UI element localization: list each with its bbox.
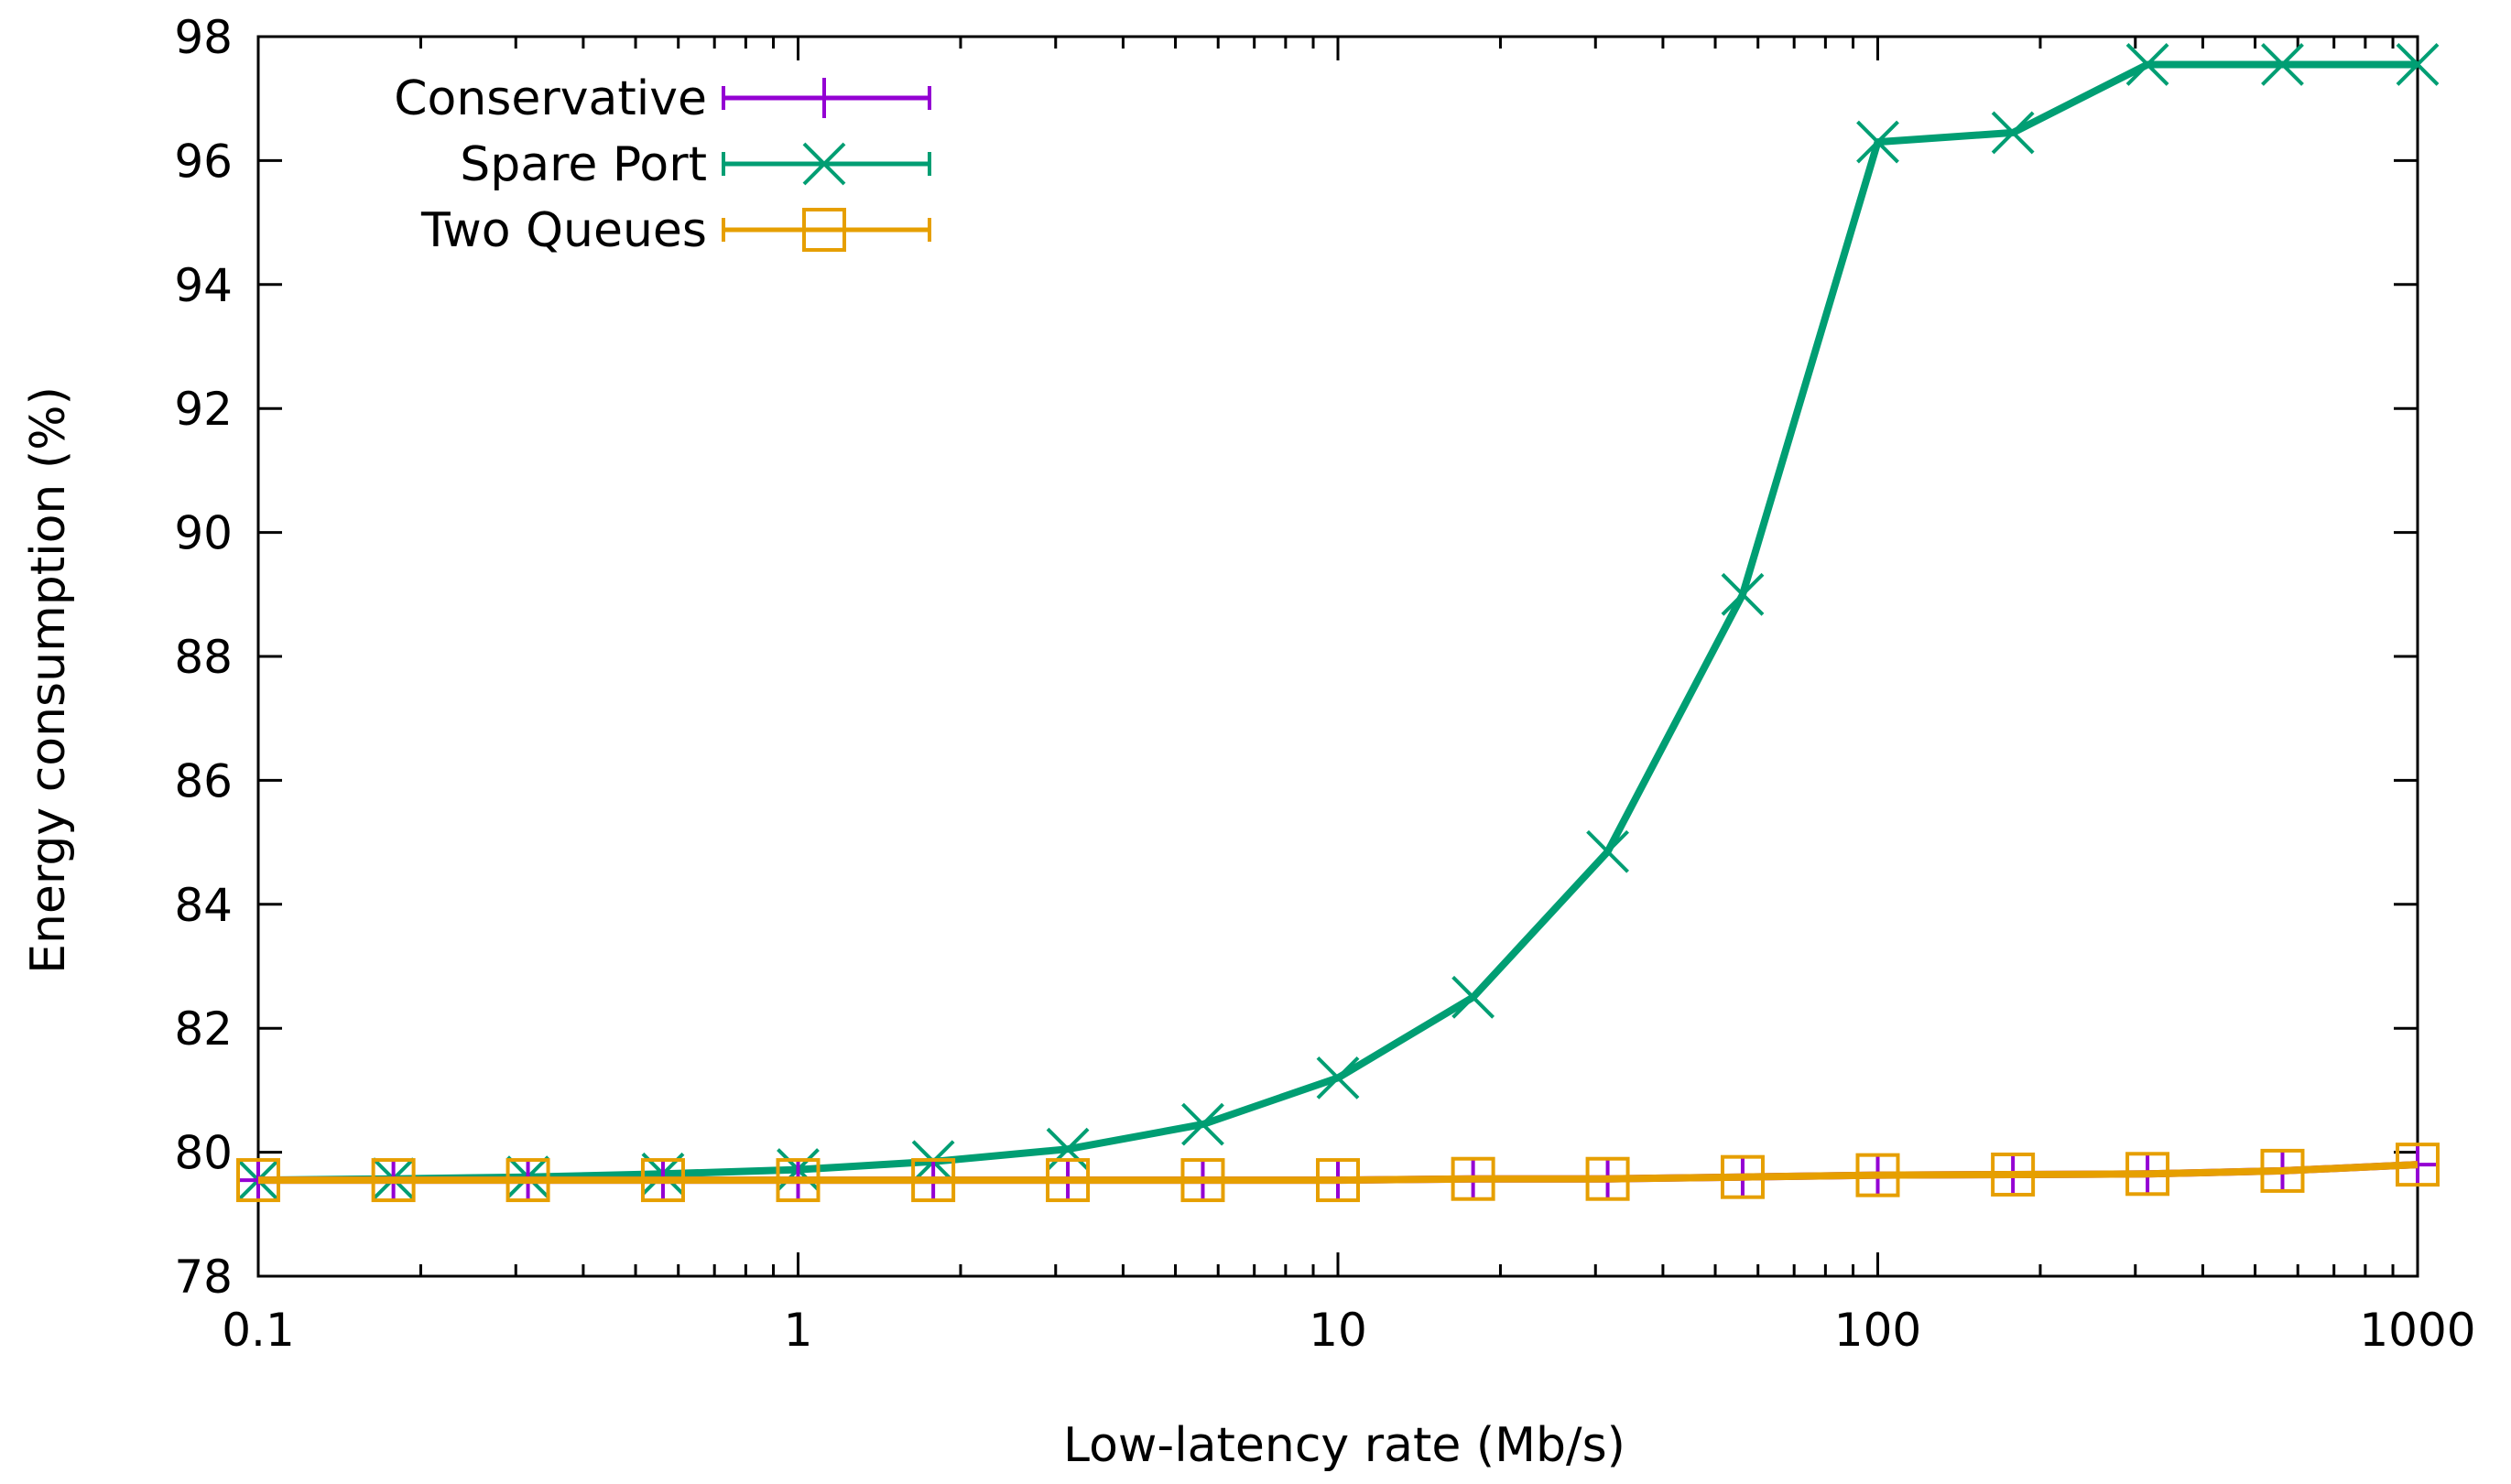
data-point (1451, 975, 1495, 1019)
marker-x-b (802, 142, 846, 186)
marker-x-b (1181, 1102, 1224, 1146)
data-point (776, 1158, 821, 1203)
marker-x-b (1451, 975, 1495, 1019)
y-tick-label: 96 (174, 135, 233, 188)
series-two-queues (236, 1143, 2440, 1203)
y-tick-label: 78 (174, 1251, 233, 1304)
legend-label: Two Queues (420, 203, 707, 258)
data-point (1720, 1154, 1765, 1199)
y-tick-label: 84 (174, 879, 233, 932)
series-layer (236, 43, 2440, 1203)
legend-entry: Two Queues (420, 203, 931, 258)
y-tick-label: 80 (174, 1127, 233, 1180)
series-line (258, 1161, 2419, 1185)
y-tick-label: 94 (174, 259, 233, 312)
legend-entry: Spare Port (460, 137, 931, 192)
data-point (1586, 829, 1629, 873)
data-point (236, 1158, 280, 1203)
data-point (2396, 43, 2440, 86)
marker-x-b (2261, 43, 2304, 86)
data-point (2125, 1152, 2170, 1197)
x-tick-label: 100 (1834, 1304, 1921, 1357)
data-point (1991, 111, 2035, 155)
data-point (1180, 1158, 1225, 1203)
marker-x-b (1856, 120, 1899, 164)
y-axis-title: Energy consumption (%) (21, 386, 76, 974)
x-tick-label: 10 (1309, 1304, 1367, 1357)
marker-x-b (1721, 572, 1765, 616)
data-point (1991, 1152, 2036, 1197)
data-point (505, 1158, 550, 1203)
legend-label: Spare Port (460, 137, 707, 192)
data-point (640, 1158, 685, 1203)
marker-x-b (1046, 1127, 1090, 1171)
marker-x-b (2125, 43, 2169, 86)
data-point (2125, 43, 2169, 86)
data-point (1721, 572, 1765, 616)
data-point (2261, 43, 2304, 86)
data-point (1046, 1127, 1090, 1171)
y-tick-label: 82 (174, 1002, 233, 1056)
marker-x-b (2396, 43, 2440, 86)
legend-entry: Conservative (394, 71, 931, 126)
y-tick-label: 88 (174, 631, 233, 684)
data-point (1855, 1153, 1900, 1197)
data-point (1316, 1158, 1360, 1203)
x-tick-label: 1000 (2359, 1304, 2475, 1357)
data-point (1856, 120, 1899, 164)
y-tick-label: 92 (174, 383, 233, 436)
marker-x-b (1991, 111, 2035, 155)
legend-marker (804, 78, 844, 118)
data-point (1181, 1102, 1224, 1146)
data-point (1316, 1056, 1360, 1099)
data-point (1046, 1158, 1091, 1203)
data-point (911, 1158, 956, 1203)
y-tick-label: 86 (174, 754, 233, 807)
legend-marker (802, 142, 846, 186)
data-point (2396, 1143, 2440, 1187)
x-tick-label: 0.1 (222, 1304, 295, 1357)
data-point (1451, 1156, 1495, 1201)
legend-label: Conservative (394, 71, 707, 126)
x-axis-title: Low-latency rate (Mb/s) (1063, 1418, 1625, 1473)
data-point (1585, 1156, 1630, 1201)
marker-x-b (1316, 1056, 1360, 1099)
y-tick-label: 98 (174, 11, 233, 64)
data-point (371, 1158, 416, 1203)
ticks-layer: 78 80 82 84 86 88 90 92 94 96 98 0.1 1 10 100 1000 (174, 11, 2475, 1357)
legend-marker (802, 208, 846, 252)
x-tick-label: 1 (784, 1304, 813, 1357)
marker-x-b (1586, 829, 1629, 873)
data-point (2260, 1148, 2305, 1193)
legend-layer: Conservative Spare Port Two Queues (394, 71, 931, 258)
y-tick-label: 90 (174, 507, 233, 560)
